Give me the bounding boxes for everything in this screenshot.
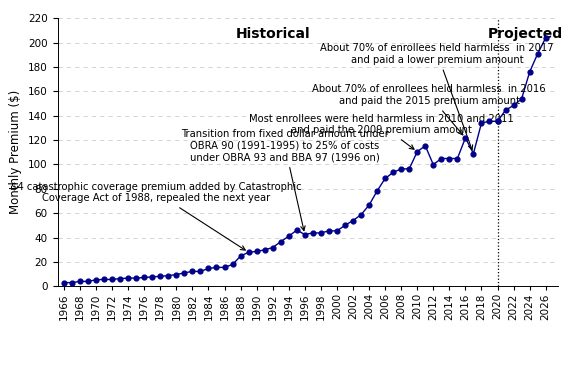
Point [365, 202, 374, 208]
Text: Historical: Historical [235, 27, 310, 41]
Point [252, 248, 261, 254]
Point [156, 273, 165, 279]
Point [501, 107, 510, 113]
Text: Projected: Projected [488, 27, 563, 41]
Point [188, 269, 197, 275]
Point [196, 269, 205, 275]
Point [75, 279, 85, 284]
Point [300, 232, 309, 237]
Point [509, 102, 518, 108]
Point [477, 120, 486, 126]
Point [212, 265, 221, 270]
Y-axis label: Monthly Premium ($): Monthly Premium ($) [9, 90, 22, 214]
Point [148, 274, 157, 280]
Point [140, 275, 149, 280]
Point [493, 118, 502, 124]
Point [332, 228, 342, 234]
Point [421, 143, 430, 149]
Point [236, 253, 245, 259]
Point [59, 280, 68, 286]
Point [324, 228, 333, 234]
Point [124, 275, 133, 281]
Point [389, 170, 398, 175]
Point [108, 276, 117, 282]
Point [244, 249, 253, 255]
Point [99, 276, 109, 282]
Point [517, 96, 526, 102]
Point [228, 262, 237, 268]
Text: $4 catastrophic coverage premium added by Catastrophic
Coverage Act of 1988, rep: $4 catastrophic coverage premium added b… [11, 182, 301, 250]
Point [67, 280, 76, 286]
Point [268, 244, 277, 250]
Point [220, 265, 229, 270]
Point [461, 135, 470, 141]
Point [413, 149, 422, 155]
Text: Most enrollees were held harmless in 2010 and 2011
and paid the 2009 premium amo: Most enrollees were held harmless in 201… [249, 114, 513, 149]
Point [373, 188, 382, 194]
Point [437, 156, 446, 161]
Point [469, 150, 478, 156]
Point [485, 118, 494, 124]
Point [180, 270, 189, 276]
Text: About 70% of enrollees held harmless  in 2017
and paid a lower premium amount: About 70% of enrollees held harmless in … [320, 43, 554, 150]
Point [292, 227, 301, 233]
Point [453, 156, 462, 161]
Point [276, 239, 285, 245]
Point [493, 118, 502, 124]
Point [348, 218, 358, 224]
Text: Transition from fixed dollar amount under
OBRA 90 (1991-1995) to 25% of costs
un: Transition from fixed dollar amount unde… [181, 129, 389, 230]
Point [116, 276, 125, 281]
Point [356, 212, 366, 218]
Point [204, 266, 213, 272]
Point [397, 166, 406, 172]
Point [260, 247, 269, 253]
Point [316, 230, 325, 236]
Point [429, 162, 438, 168]
Point [340, 222, 350, 228]
Point [91, 277, 101, 283]
Point [381, 175, 390, 181]
Text: About 70% of enrollees held harmless  in 2016
and paid the 2015 premium amount: About 70% of enrollees held harmless in … [312, 84, 546, 135]
Point [132, 275, 141, 281]
Point [444, 156, 454, 161]
Point [308, 230, 317, 236]
Point [284, 233, 293, 239]
Point [533, 51, 542, 57]
Point [164, 273, 173, 279]
Point [405, 166, 414, 172]
Point [541, 35, 550, 41]
Point [172, 272, 181, 277]
Point [525, 69, 534, 75]
Point [83, 279, 93, 284]
